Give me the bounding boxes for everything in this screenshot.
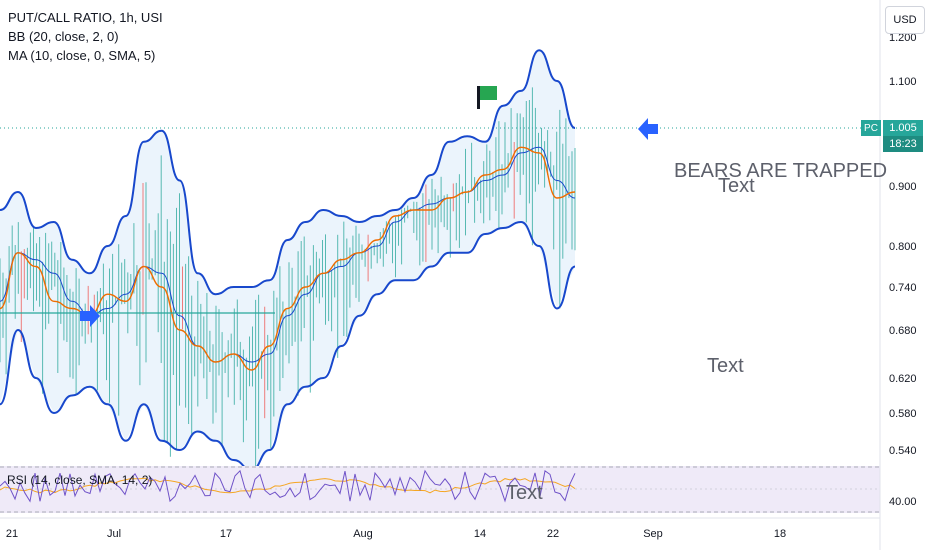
bollinger-band-fill: [0, 50, 575, 471]
rsi-panel-background: [0, 466, 880, 513]
legend-rsi[interactable]: RSI (14, close, SMA, 14, 2): [7, 473, 153, 487]
currency-button[interactable]: USD: [885, 6, 925, 34]
bar-countdown: 18:23: [883, 136, 923, 152]
annotation-text-3[interactable]: Text: [506, 482, 543, 504]
annotation-text-2[interactable]: Text: [707, 355, 744, 377]
legend-title: PUT/CALL RATIO, 1h, USI: [8, 10, 163, 25]
time-axis-tick: Sep: [643, 528, 663, 540]
price-axis-tick: 1.100: [889, 76, 917, 88]
flag-icon[interactable]: [477, 86, 497, 109]
time-axis[interactable]: 21 Jul 17 Aug 14 22 Sep 18: [6, 528, 786, 540]
rsi-ma-line: [0, 477, 576, 494]
annotation-bears-trapped[interactable]: BEARS ARE TRAPPED: [674, 160, 888, 182]
price-axis-tick: 0.580: [889, 408, 917, 420]
bollinger-lower-band: [0, 220, 576, 472]
legend-moving-average[interactable]: MA (10, close, 0, SMA, 5): [8, 48, 156, 63]
time-axis-tick: Jul: [107, 528, 121, 540]
last-price-value: 1.005: [889, 122, 917, 134]
price-axis-tick: 0.540: [889, 445, 917, 457]
last-price-badge: 1.005 18:23: [883, 120, 923, 152]
price-axis[interactable]: 1.200 1.100 0.900 0.800 0.740 0.680 0.620 0.580…: [889, 32, 917, 457]
price-axis-tick: 0.680: [889, 325, 917, 337]
legend-bollinger[interactable]: BB (20, close, 2, 0): [8, 29, 119, 44]
time-axis-tick: 18: [774, 528, 786, 540]
price-axis-tick: 0.800: [889, 241, 917, 253]
arrow-left-icon[interactable]: [638, 118, 658, 140]
price-axis-tick: 0.900: [889, 181, 917, 193]
price-axis-tick: 1.200: [889, 32, 917, 44]
time-axis-tick: Aug: [353, 528, 373, 540]
annotation-text-1[interactable]: Text: [718, 175, 755, 197]
chart-legend: PUT/CALL RATIO, 1h, USI BB (20, close, 2…: [8, 8, 163, 65]
price-axis-tick: 0.620: [889, 373, 917, 385]
rsi-line: [0, 469, 576, 503]
time-axis-tick: 17: [220, 528, 232, 540]
arrow-right-icon[interactable]: [80, 305, 100, 327]
time-axis-tick: 21: [6, 528, 18, 540]
rsi-axis-tick: 40.00: [889, 496, 917, 508]
bollinger-upper-band: [0, 49, 576, 296]
price-axis-tick: 0.740: [889, 282, 917, 294]
time-axis-tick: 22: [547, 528, 559, 540]
symbol-badge: PC: [861, 120, 881, 136]
time-axis-tick: 14: [474, 528, 486, 540]
